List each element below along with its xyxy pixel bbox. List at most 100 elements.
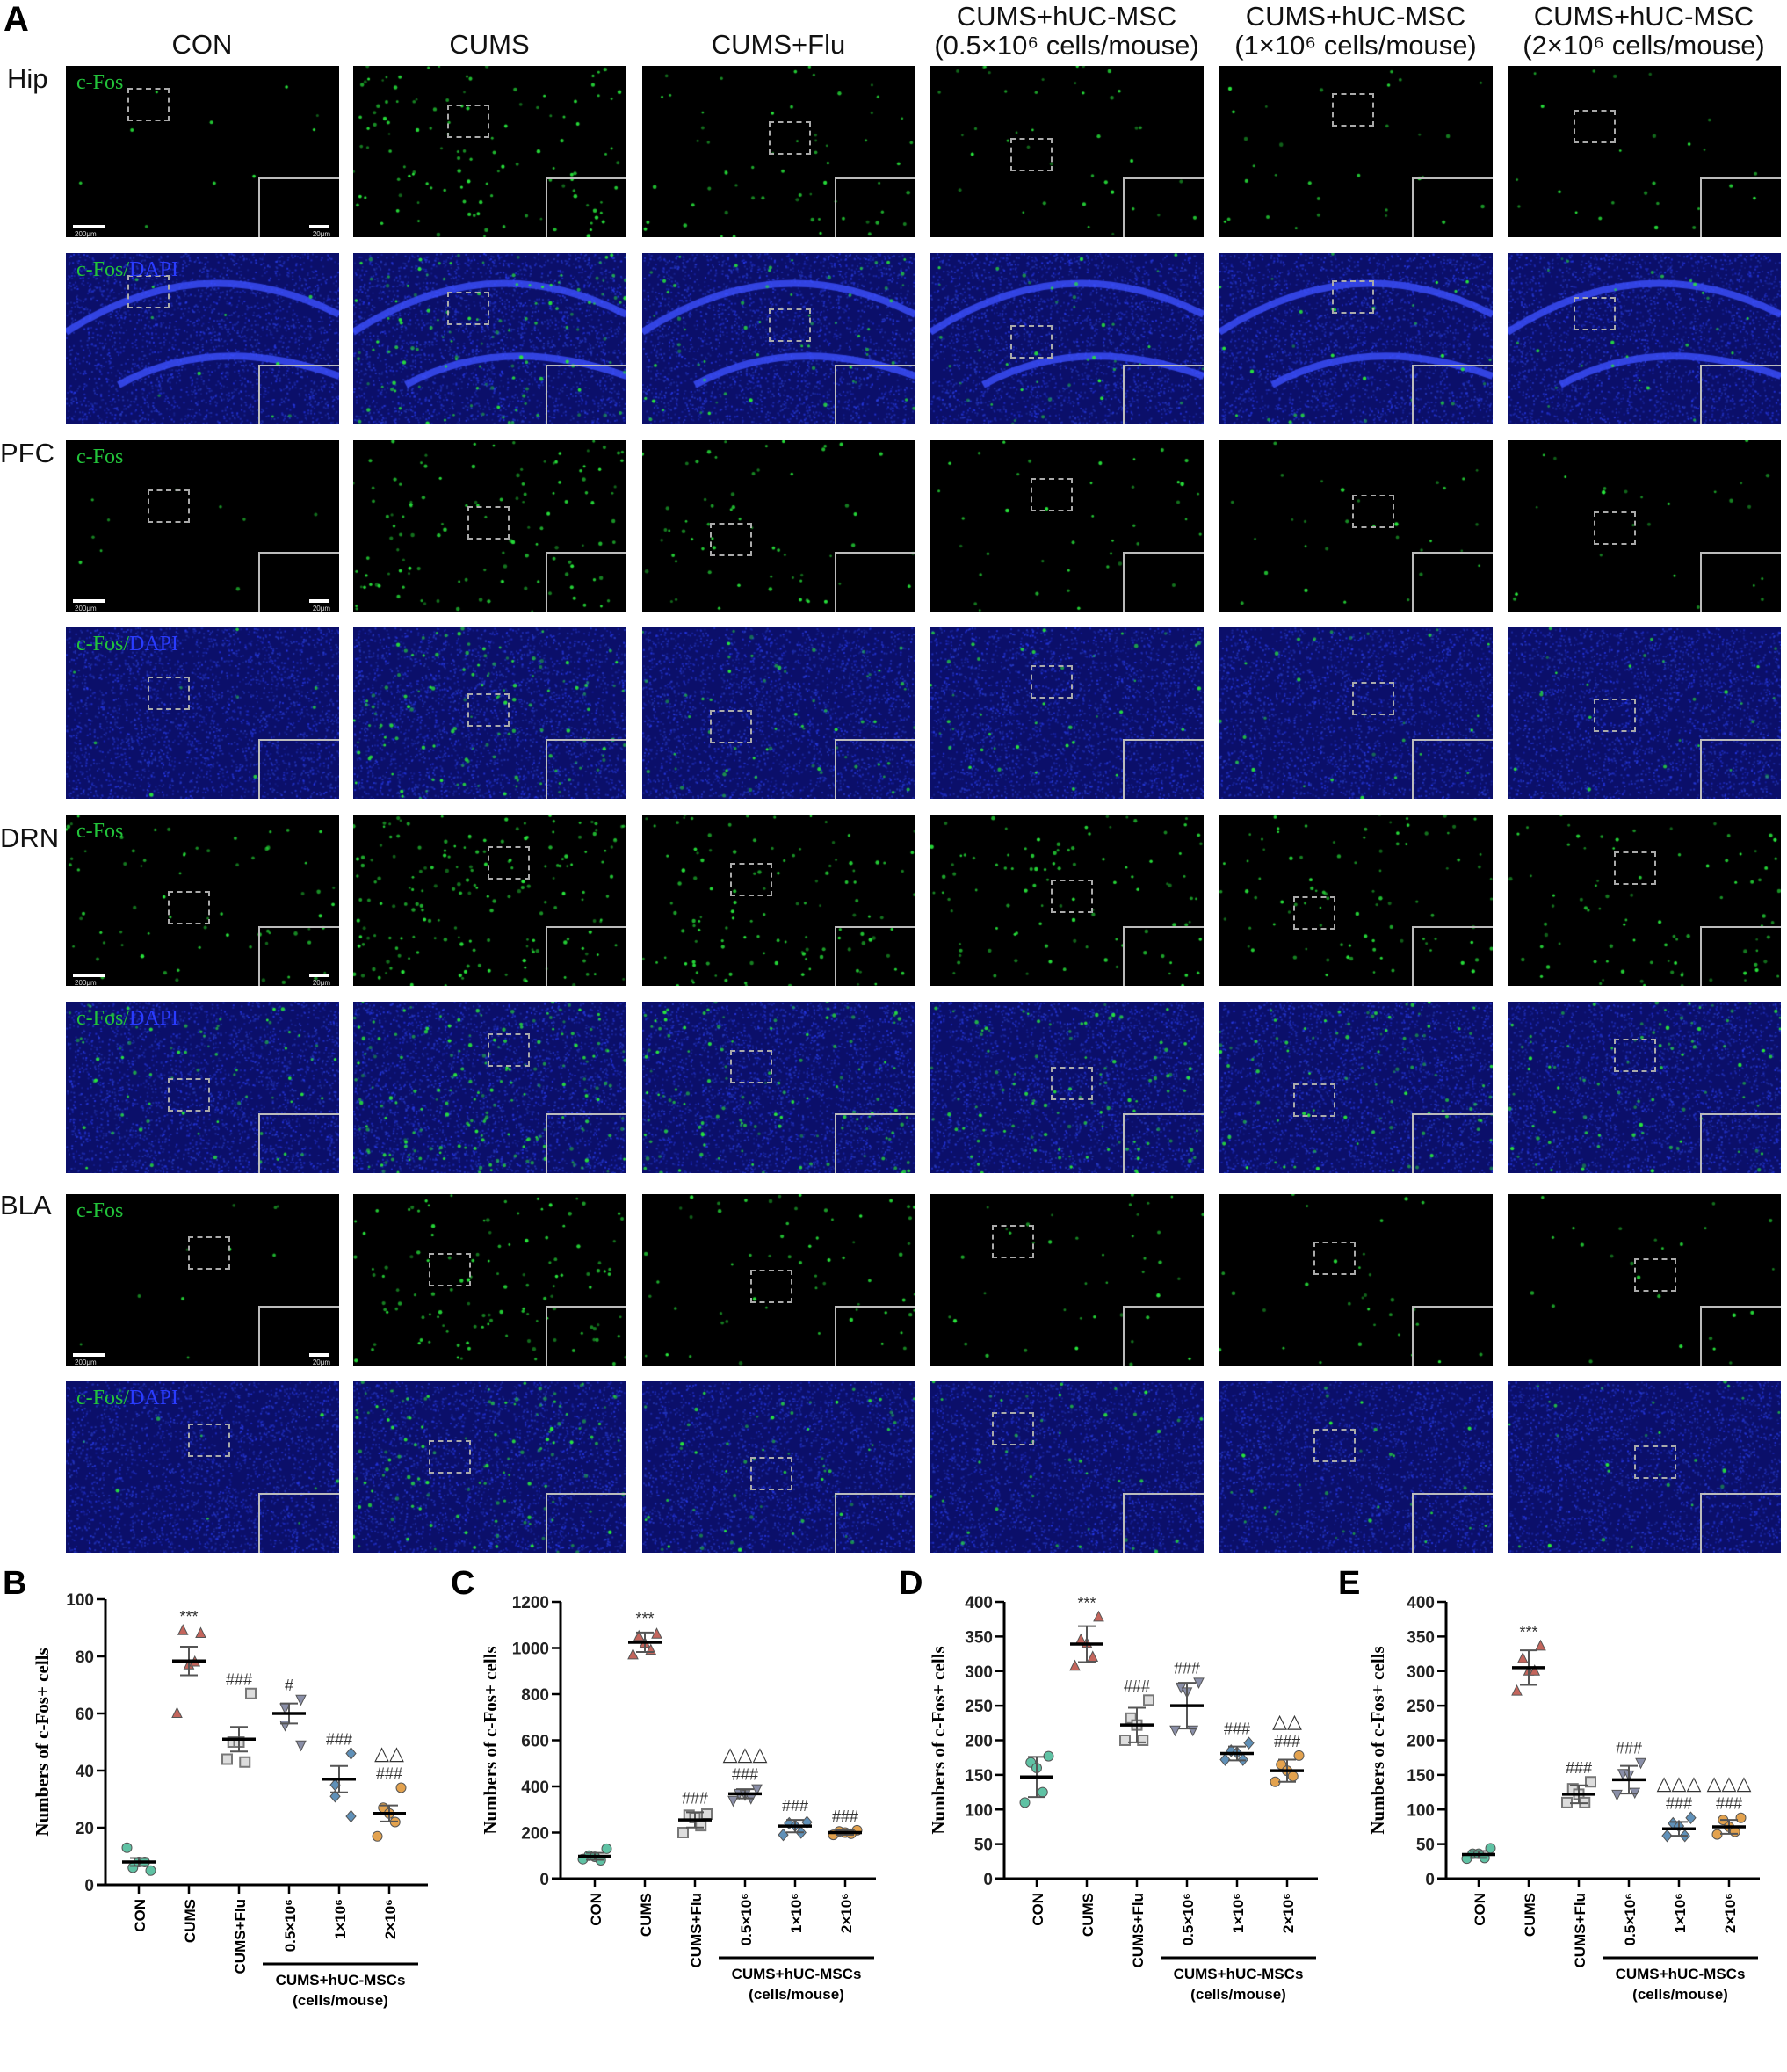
x-tick-label: 0.5×10⁶ xyxy=(738,1893,755,1945)
roi-box xyxy=(148,489,190,523)
data-point xyxy=(121,1842,133,1853)
data-point xyxy=(1087,1650,1099,1662)
merged-micrograph xyxy=(642,1381,915,1553)
y-tick-label: 350 xyxy=(965,1628,993,1647)
significance-label: *** xyxy=(635,1610,654,1627)
stain-dapi: DAPI xyxy=(129,633,179,656)
y-tick-label: 400 xyxy=(1407,1594,1435,1612)
micrograph-image xyxy=(353,253,626,424)
significance-label: ### xyxy=(832,1808,858,1825)
stain-label: c-Fos/DAPI xyxy=(76,258,178,282)
cfos-micrograph xyxy=(1508,440,1781,612)
stain-dapi: DAPI xyxy=(129,1007,179,1030)
x-tick-label: 0.5×10⁶ xyxy=(1180,1893,1197,1945)
micrograph-image xyxy=(930,627,1204,799)
x-tick-label: CUMS+Flu xyxy=(1130,1893,1147,1967)
inset-box xyxy=(258,926,339,986)
inset-box xyxy=(835,552,915,612)
inset-box xyxy=(546,552,626,612)
merged-micrograph xyxy=(642,627,915,799)
significance-label: ### xyxy=(1224,1721,1250,1738)
group-1: *** xyxy=(171,1608,206,1718)
cfos-micrograph xyxy=(353,440,626,612)
inset-box xyxy=(1123,739,1204,799)
group-1: *** xyxy=(1511,1623,1546,1696)
micrograph-image xyxy=(353,1381,626,1553)
y-tick-label: 200 xyxy=(1407,1733,1435,1751)
y-tick-label: 800 xyxy=(521,1686,549,1705)
micrograph-image xyxy=(353,1002,626,1173)
inset-box xyxy=(1123,1113,1204,1173)
y-tick-label: 300 xyxy=(965,1663,993,1682)
cfos-micrograph xyxy=(930,1194,1204,1366)
x-tick-label: CUMS xyxy=(1522,1893,1538,1937)
roi-box xyxy=(188,1236,230,1270)
roi-box xyxy=(467,506,510,540)
data-point xyxy=(1137,1735,1149,1746)
merged-micrograph xyxy=(1508,627,1781,799)
merged-micrograph xyxy=(1219,253,1493,424)
stain-label: c-Fos/DAPI xyxy=(76,1007,178,1031)
roi-box xyxy=(429,1440,471,1474)
data-point xyxy=(627,1648,639,1660)
significance-label: ### xyxy=(732,1766,758,1784)
x-tick-label: CUMS xyxy=(182,1899,199,1943)
micrograph-image xyxy=(930,815,1204,986)
group-5: ###△△ xyxy=(372,1742,407,1842)
data-point xyxy=(1287,1771,1299,1782)
micrograph-image xyxy=(1219,1381,1493,1553)
micrograph-image xyxy=(353,815,626,986)
inset-box xyxy=(835,1493,915,1553)
micrograph-image xyxy=(1508,815,1781,986)
micrograph-image xyxy=(1508,1381,1781,1553)
x-tick-label: 0.5×10⁶ xyxy=(282,1899,299,1952)
roi-box xyxy=(769,308,811,342)
inset-box xyxy=(1123,552,1204,612)
x-tick-label: CON xyxy=(588,1893,604,1926)
roi-box xyxy=(1010,325,1053,359)
panel-label: C xyxy=(451,1565,474,1602)
cfos-micrograph xyxy=(930,815,1204,986)
x-tick-label: 1×10⁶ xyxy=(1672,1893,1689,1933)
x-tick-label: 1×10⁶ xyxy=(1230,1893,1247,1933)
micrograph-image xyxy=(353,66,626,237)
micrograph-image xyxy=(930,1381,1204,1553)
y-axis-label: Numbers of c-Fos+ cells xyxy=(480,1646,501,1834)
significance-label: ### xyxy=(1666,1795,1692,1813)
group-label: CUMS+hUC-MSCs xyxy=(276,1972,406,1989)
group-label-units: (cells/mouse) xyxy=(1190,1986,1286,2003)
data-point xyxy=(177,1624,189,1635)
chart-e: E 0 50 100 150 200 250 300 350 400 Numbers of c-Fo… xyxy=(1338,1565,1760,2003)
chart-c: C 0 200 400 600 800 1000 1200 Numbers of c-Fos+ … xyxy=(451,1565,876,2003)
y-tick-label: 400 xyxy=(965,1594,993,1612)
y-tick-label: 600 xyxy=(521,1733,549,1751)
micrograph-image xyxy=(353,627,626,799)
merged-micrograph: c-Fos/DAPI xyxy=(66,1381,339,1553)
cfos-micrograph xyxy=(353,66,626,237)
significance-label: ### xyxy=(1174,1659,1200,1677)
merged-micrograph xyxy=(1219,627,1493,799)
inset-box xyxy=(835,739,915,799)
panel-label: D xyxy=(899,1565,922,1602)
x-tick-label: 2×10⁶ xyxy=(1722,1893,1739,1933)
inset-box xyxy=(1700,365,1781,424)
data-point xyxy=(701,1808,713,1820)
data-point xyxy=(1611,1789,1623,1801)
y-tick-label: 50 xyxy=(1416,1837,1435,1855)
y-axis-label: Numbers of c-Fos+ cells xyxy=(32,1648,53,1836)
significance-label: △△△ xyxy=(1707,1772,1752,1794)
group-label: CUMS+hUC-MSCs xyxy=(1616,1966,1746,1982)
data-point xyxy=(651,1627,662,1639)
significance-label: ### xyxy=(376,1765,402,1783)
stain-label: c-Fos xyxy=(76,71,124,94)
data-point xyxy=(677,1827,689,1838)
inset-box xyxy=(1700,1306,1781,1366)
data-point xyxy=(171,1706,183,1718)
inset-scale-bar-label: 20μm xyxy=(312,605,330,612)
x-tick-label: CON xyxy=(1030,1893,1046,1926)
group-0 xyxy=(121,1842,156,1876)
column-title-line: CUMS+hUC-MSC xyxy=(1533,1,1754,32)
roi-box xyxy=(488,1033,530,1067)
data-point xyxy=(345,1809,357,1823)
y-tick-label: 1000 xyxy=(512,1641,549,1659)
